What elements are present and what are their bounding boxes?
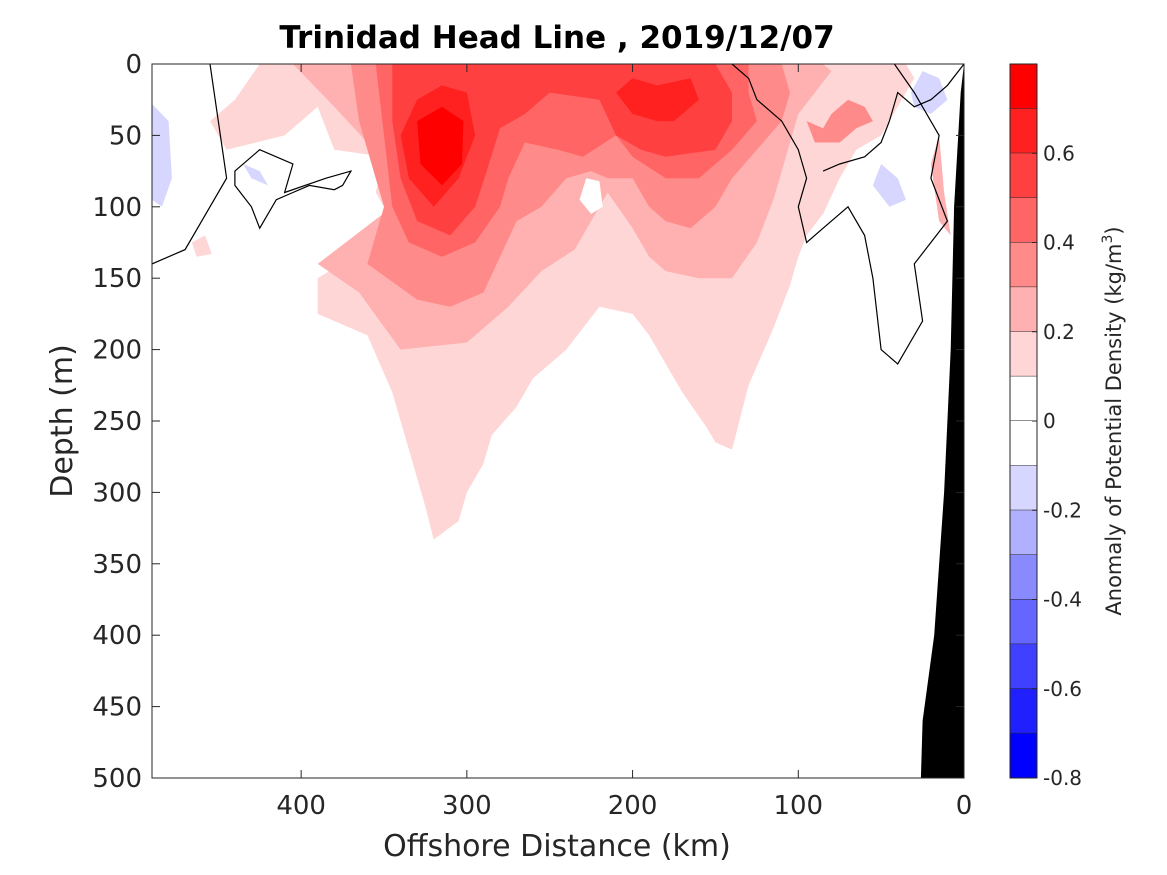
colorbar-level-14 (1010, 688, 1037, 734)
colorbar-level-8 (1010, 421, 1037, 466)
zero-contour-line-1 (234, 149, 353, 230)
colorbar-label: Anomaly of Potential Density (kg/m3) (1100, 226, 1126, 615)
colorbar-tick-label--0.4: -0.4 (1043, 588, 1082, 612)
y-tick-label-50: 50 (109, 121, 142, 151)
colorbar-tick-label--0.2: -0.2 (1043, 498, 1082, 522)
colorbar-label-superscript: 3 (1100, 235, 1116, 244)
zero-contour-line-3 (822, 64, 964, 172)
colorbar-level-1 (1010, 108, 1037, 154)
anomaly-region-10 (579, 178, 603, 214)
y-tick-label-150: 150 (92, 264, 142, 294)
x-tick-label-300: 300 (442, 791, 492, 821)
colorbar-level-13 (1010, 644, 1037, 689)
x-tick-label-400: 400 (276, 791, 326, 821)
anomaly-region-8 (616, 78, 699, 122)
colorbar-level-6 (1010, 331, 1037, 377)
y-tick-label-500: 500 (92, 764, 142, 794)
x-tick-label-200: 200 (608, 791, 658, 821)
y-tick-label-450: 450 (92, 693, 142, 723)
x-tick-label-100: 100 (773, 791, 823, 821)
anomaly-region-1 (191, 235, 212, 257)
y-tick-label-350: 350 (92, 550, 142, 580)
colorbar-level-2 (1010, 153, 1037, 198)
colorbar-tick-label-0.6: 0.6 (1043, 141, 1075, 165)
colorbar-tick-label-0.4: 0.4 (1043, 231, 1075, 255)
colorbar-level-11 (1010, 554, 1037, 600)
colorbar-layer: 0.6 0.4 0.2 0 -0.2 -0.4 -0.6 -0.8 (1009, 63, 1082, 790)
colorbar-label-main: Anomaly of Potential Density (kg/m (1102, 244, 1126, 616)
anomaly-region-13 (152, 104, 172, 207)
anomaly-region-2 (215, 118, 244, 143)
x-tick-label-0: 0 (956, 791, 973, 821)
zero-contour-line-0 (152, 64, 228, 265)
colorbar-level-15 (1010, 733, 1037, 778)
colorbar-tick-label-0: 0 (1043, 409, 1056, 433)
colorbar-level-12 (1010, 599, 1037, 645)
plot-layer (152, 64, 964, 778)
y-tick-label-400: 400 (92, 621, 142, 651)
seafloor-bathymetry (920, 64, 964, 778)
colorbar-tick-label--0.6: -0.6 (1043, 677, 1082, 701)
colorbar-level-4 (1010, 242, 1037, 288)
colorbar-level-9 (1010, 465, 1037, 511)
y-axis-label: Depth (m) (45, 344, 80, 498)
zero-contour-line-2 (731, 64, 949, 365)
colorbar-level-0 (1010, 64, 1037, 109)
anomaly-region-9 (417, 106, 464, 186)
axes-layer: 400 300 200 100 0 0 50 100 150 200 250 300 350 400 450… (92, 50, 972, 821)
y-tick-label-0: 0 (125, 50, 142, 80)
anomaly-region-12 (930, 135, 951, 236)
colorbar-tick-label-0.2: 0.2 (1043, 320, 1075, 344)
chart-title: Trinidad Head Line , 2019/12/07 (279, 20, 834, 56)
colorbar-level-7 (1010, 376, 1037, 421)
colorbar-label-end: ) (1102, 226, 1126, 234)
anomaly-region-14 (243, 164, 268, 186)
colorbar-tick-label--0.8: -0.8 (1043, 766, 1082, 790)
y-tick-label-200: 200 (92, 336, 142, 366)
x-axis-label: Offshore Distance (km) (383, 829, 731, 864)
contour-field (152, 64, 964, 778)
colorbar-level-3 (1010, 197, 1037, 243)
colorbar-level-10 (1010, 510, 1037, 555)
y-tick-label-300: 300 (92, 478, 142, 508)
anomaly-region-11 (806, 99, 873, 143)
y-tick-label-250: 250 (92, 407, 142, 437)
y-tick-label-100: 100 (92, 193, 142, 223)
anomaly-region-15 (872, 164, 906, 207)
colorbar-level-5 (1010, 287, 1037, 332)
